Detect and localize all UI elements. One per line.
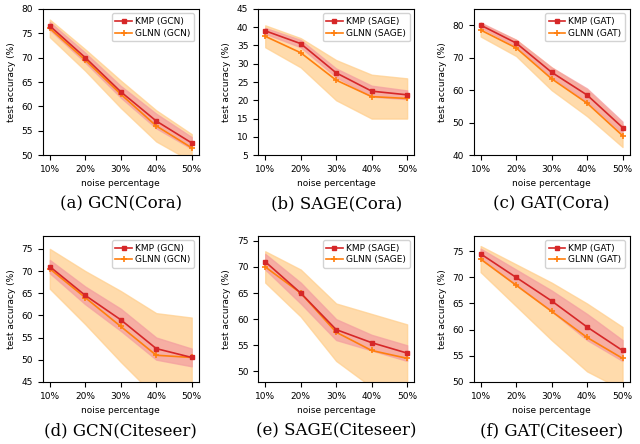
GLNN (GAT) [548, 309, 556, 314]
KMP (GCN) [81, 293, 89, 298]
Legend: KMP (GCN), GLNN (GCN): KMP (GCN), GLNN (GCN) [112, 13, 195, 41]
GLNN (SAGE) [261, 264, 269, 270]
Line: GLNN (GAT): GLNN (GAT) [477, 27, 626, 139]
GLNN (GAT) [619, 133, 627, 138]
GLNN (GCN) [46, 26, 54, 31]
Y-axis label: test accuracy (%): test accuracy (%) [438, 42, 447, 122]
Title: (e) SAGE(Citeseer): (e) SAGE(Citeseer) [256, 422, 417, 439]
Title: (a) GCN(Cora): (a) GCN(Cora) [60, 195, 182, 212]
KMP (GAT) [619, 125, 627, 130]
X-axis label: noise percentage: noise percentage [512, 179, 591, 188]
GLNN (GAT) [512, 45, 520, 51]
Legend: KMP (GAT), GLNN (GAT): KMP (GAT), GLNN (GAT) [545, 240, 625, 268]
X-axis label: noise percentage: noise percentage [81, 179, 160, 188]
KMP (GCN) [152, 346, 160, 351]
GLNN (GAT) [583, 100, 591, 106]
GLNN (GAT) [548, 76, 556, 81]
Line: KMP (SAGE): KMP (SAGE) [263, 259, 410, 356]
KMP (GAT) [477, 251, 484, 257]
Line: KMP (GAT): KMP (GAT) [478, 251, 625, 353]
GLNN (GAT) [477, 28, 484, 33]
KMP (GCN) [117, 317, 125, 322]
GLNN (SAGE) [332, 329, 340, 335]
KMP (SAGE) [261, 28, 269, 33]
Line: KMP (GCN): KMP (GCN) [47, 24, 194, 145]
GLNN (SAGE) [403, 96, 411, 101]
Y-axis label: test accuracy (%): test accuracy (%) [438, 269, 447, 349]
Line: GLNN (GCN): GLNN (GCN) [46, 266, 195, 361]
KMP (GAT) [548, 298, 556, 304]
KMP (GAT) [512, 275, 520, 280]
GLNN (GAT) [477, 257, 484, 262]
Line: KMP (GCN): KMP (GCN) [47, 264, 194, 360]
GLNN (GCN) [152, 353, 160, 358]
KMP (GAT) [512, 40, 520, 46]
X-axis label: noise percentage: noise percentage [512, 406, 591, 415]
X-axis label: noise percentage: noise percentage [297, 179, 376, 188]
KMP (SAGE) [368, 340, 376, 345]
KMP (GCN) [117, 89, 125, 95]
KMP (SAGE) [332, 70, 340, 75]
Legend: KMP (GAT), GLNN (GAT): KMP (GAT), GLNN (GAT) [545, 13, 625, 41]
KMP (GCN) [188, 140, 196, 146]
KMP (GAT) [583, 92, 591, 98]
GLNN (SAGE) [368, 348, 376, 353]
KMP (GCN) [46, 264, 54, 269]
Line: KMP (SAGE): KMP (SAGE) [263, 28, 410, 97]
Y-axis label: test accuracy (%): test accuracy (%) [222, 269, 231, 349]
Title: (c) GAT(Cora): (c) GAT(Cora) [493, 195, 610, 212]
Legend: KMP (GCN), GLNN (GCN): KMP (GCN), GLNN (GCN) [112, 240, 195, 268]
KMP (GAT) [619, 348, 627, 353]
GLNN (GCN) [117, 324, 125, 329]
GLNN (GCN) [81, 57, 89, 63]
Y-axis label: test accuracy (%): test accuracy (%) [7, 269, 16, 349]
GLNN (GAT) [619, 356, 627, 361]
KMP (SAGE) [297, 290, 305, 296]
Line: KMP (GAT): KMP (GAT) [478, 23, 625, 130]
GLNN (GAT) [512, 282, 520, 288]
GLNN (GCN) [188, 355, 196, 360]
GLNN (SAGE) [332, 78, 340, 83]
Title: (d) GCN(Citeseer): (d) GCN(Citeseer) [44, 422, 197, 439]
GLNN (GAT) [583, 335, 591, 340]
Title: (b) SAGE(Cora): (b) SAGE(Cora) [271, 195, 402, 212]
GLNN (GCN) [117, 91, 125, 97]
KMP (SAGE) [368, 88, 376, 94]
KMP (GCN) [81, 55, 89, 60]
KMP (GCN) [152, 119, 160, 124]
GLNN (GCN) [152, 123, 160, 129]
KMP (SAGE) [403, 350, 411, 356]
Line: GLNN (GAT): GLNN (GAT) [477, 256, 626, 362]
KMP (SAGE) [332, 327, 340, 332]
KMP (GCN) [188, 355, 196, 360]
GLNN (SAGE) [403, 356, 411, 361]
X-axis label: noise percentage: noise percentage [297, 406, 376, 415]
KMP (SAGE) [297, 41, 305, 46]
Y-axis label: test accuracy (%): test accuracy (%) [222, 42, 231, 122]
GLNN (SAGE) [261, 34, 269, 39]
GLNN (GCN) [46, 266, 54, 271]
Legend: KMP (SAGE), GLNN (SAGE): KMP (SAGE), GLNN (SAGE) [323, 13, 410, 41]
KMP (GAT) [477, 23, 484, 28]
KMP (GCN) [46, 23, 54, 28]
Y-axis label: test accuracy (%): test accuracy (%) [7, 42, 16, 122]
KMP (SAGE) [261, 259, 269, 264]
KMP (GAT) [583, 324, 591, 329]
Title: (f) GAT(Citeseer): (f) GAT(Citeseer) [480, 422, 623, 439]
KMP (SAGE) [403, 92, 411, 98]
X-axis label: noise percentage: noise percentage [81, 406, 160, 415]
Line: GLNN (GCN): GLNN (GCN) [46, 25, 195, 151]
KMP (GAT) [548, 70, 556, 75]
GLNN (GCN) [188, 145, 196, 151]
GLNN (GCN) [81, 295, 89, 300]
GLNN (SAGE) [368, 94, 376, 99]
GLNN (SAGE) [297, 290, 305, 296]
Line: GLNN (SAGE): GLNN (SAGE) [262, 263, 411, 362]
Legend: KMP (SAGE), GLNN (SAGE): KMP (SAGE), GLNN (SAGE) [323, 240, 410, 268]
Line: GLNN (SAGE): GLNN (SAGE) [262, 33, 411, 102]
GLNN (SAGE) [297, 50, 305, 56]
